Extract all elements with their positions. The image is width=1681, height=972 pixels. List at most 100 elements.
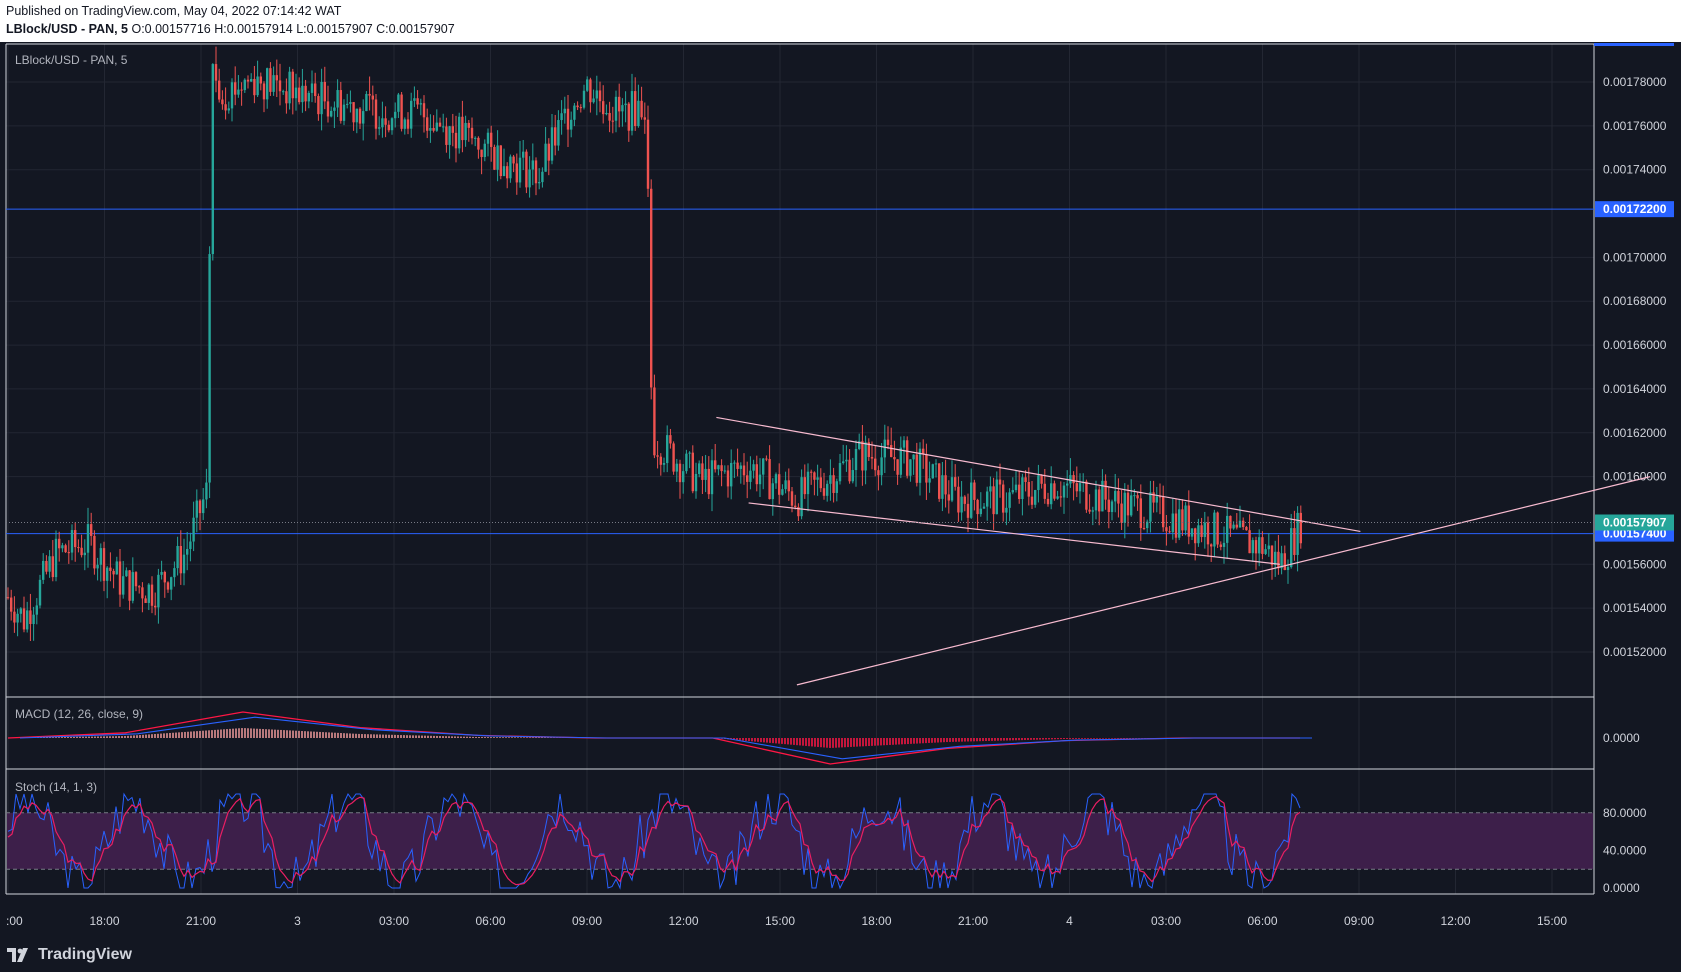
candle-body xyxy=(1040,475,1043,484)
upper-channel-trendline[interactable] xyxy=(716,416,1361,533)
candle-body xyxy=(950,477,954,501)
candle-body xyxy=(672,443,675,472)
candle-body xyxy=(1194,528,1197,544)
y-tick-label: 0.00164000 xyxy=(1603,382,1667,396)
candle-body xyxy=(1267,545,1270,550)
stoch-k-line xyxy=(7,792,1301,890)
candle-body xyxy=(886,439,890,446)
candle-body xyxy=(1174,513,1178,538)
candle-body xyxy=(835,481,838,493)
candle-body xyxy=(150,584,154,606)
candle-body xyxy=(762,458,765,475)
candle-body xyxy=(477,137,480,150)
x-tick-label: 3 xyxy=(294,914,301,928)
candle-body xyxy=(410,100,413,129)
candle-body xyxy=(1046,498,1050,505)
candle-body xyxy=(512,156,515,164)
candle-body xyxy=(138,586,141,588)
candle-body xyxy=(29,610,32,625)
candle-body xyxy=(19,608,22,614)
y-tick-label: 0.00162000 xyxy=(1603,426,1667,440)
candle-body xyxy=(1069,475,1072,484)
candle-body xyxy=(1155,496,1158,503)
candle-body xyxy=(1101,480,1104,512)
candle-body xyxy=(570,119,573,130)
candle-body xyxy=(32,614,35,625)
candle-body xyxy=(192,517,195,542)
candle-body xyxy=(355,108,358,123)
candle-body xyxy=(1142,527,1146,529)
candle-body xyxy=(381,118,384,128)
candle-body xyxy=(454,132,458,149)
candle-body xyxy=(1034,490,1037,505)
candle-body xyxy=(778,474,781,495)
candle-body xyxy=(851,470,854,482)
candle-body xyxy=(176,546,179,569)
candle-body xyxy=(432,127,435,131)
candle-body xyxy=(861,441,864,471)
candle-body xyxy=(416,98,419,105)
candle-body xyxy=(99,548,102,565)
candle-body xyxy=(1050,483,1053,505)
candle-body xyxy=(518,157,522,183)
candle-body xyxy=(547,143,550,161)
candle-body xyxy=(170,577,173,590)
candle-body xyxy=(1085,481,1088,510)
candle-body xyxy=(1072,475,1075,484)
x-tick-label: 12:00 xyxy=(668,914,698,928)
candle-body xyxy=(758,474,762,485)
candle-body xyxy=(1296,512,1299,555)
candle-body xyxy=(736,462,739,469)
candle-body xyxy=(963,496,966,504)
candle-body xyxy=(125,570,128,577)
candle-body xyxy=(371,95,374,100)
candle-body xyxy=(688,452,691,454)
candle-body xyxy=(614,96,618,121)
candle-body xyxy=(1158,496,1162,498)
candle-body xyxy=(710,460,714,495)
candle-body xyxy=(90,524,93,536)
candle-body xyxy=(544,143,547,172)
candle-body xyxy=(947,494,950,501)
candle-body xyxy=(598,90,602,102)
candle-body xyxy=(298,87,301,103)
lower-channel-trendline[interactable] xyxy=(748,502,1280,565)
candle-body xyxy=(1210,544,1213,547)
candle-body xyxy=(326,101,330,117)
candle-body xyxy=(80,547,83,556)
candle-body xyxy=(253,78,256,96)
candle-body xyxy=(38,579,42,606)
tradingview-logo[interactable]: TradingView xyxy=(7,944,132,966)
tradingview-logo-icon xyxy=(7,948,28,962)
candle-body xyxy=(1011,490,1014,493)
candle-body xyxy=(13,611,16,623)
candle-body xyxy=(1238,520,1242,528)
candle-body xyxy=(1171,513,1174,533)
candle-body xyxy=(208,254,211,483)
candle-body xyxy=(1187,505,1190,537)
candle-body xyxy=(691,452,694,492)
candle-body xyxy=(218,80,221,100)
candle-body xyxy=(989,486,992,492)
candle-body xyxy=(1008,492,1011,508)
candle-body xyxy=(506,166,509,179)
candle-body xyxy=(954,477,957,487)
candle-body xyxy=(845,459,848,462)
candle-body xyxy=(1024,477,1027,482)
candle-body xyxy=(387,124,390,131)
candle-body xyxy=(109,567,112,571)
published-text: Published on TradingView.com, May 04, 20… xyxy=(6,4,342,18)
rising-support-trendline[interactable] xyxy=(796,476,1651,686)
candle-body xyxy=(317,96,320,115)
candle-body xyxy=(726,470,730,487)
candle-body xyxy=(426,117,429,131)
candle-body xyxy=(70,530,74,553)
candle-body xyxy=(282,91,285,93)
published-header: Published on TradingView.com, May 04, 20… xyxy=(0,0,1681,42)
candle-body xyxy=(1030,496,1034,505)
candle-body xyxy=(458,116,461,149)
candle-body xyxy=(662,463,666,465)
candle-body xyxy=(704,468,707,480)
candle-body xyxy=(1146,521,1149,529)
